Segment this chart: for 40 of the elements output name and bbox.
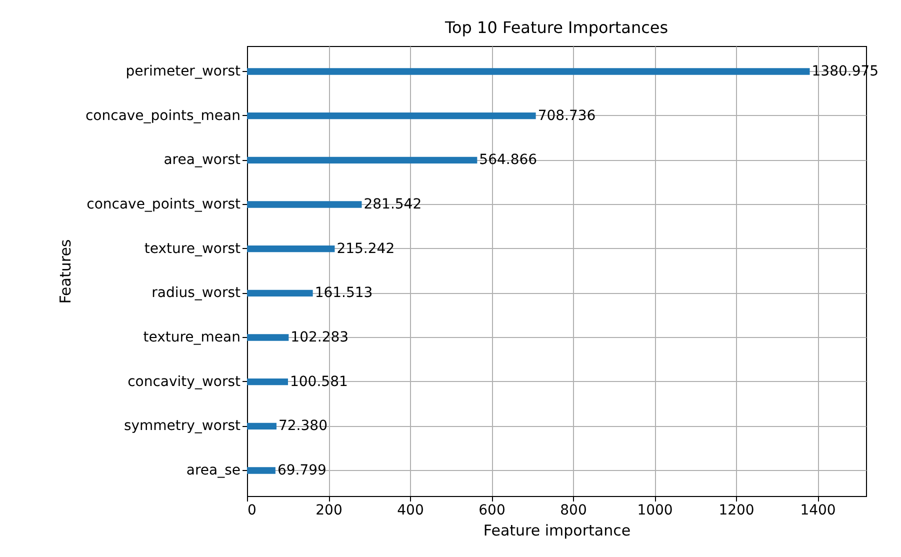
y-tick-label: symmetry_worst	[124, 418, 241, 434]
bar	[247, 246, 335, 252]
bar	[247, 378, 288, 386]
y-tick-label: concave_points_mean	[85, 108, 240, 124]
data-label: 564.866	[479, 152, 538, 168]
data-label: 281.542	[364, 196, 422, 212]
bar	[247, 334, 289, 341]
data-label: 69.799	[277, 462, 326, 479]
y-tick-label: area_worst	[164, 152, 242, 168]
bar	[247, 422, 276, 430]
x-tick-label: 1000	[637, 502, 673, 518]
x-tick-label: 1400	[800, 502, 836, 518]
y-tick-label: texture_mean	[143, 330, 240, 346]
y-tick-label: perimeter_worst	[126, 63, 242, 80]
x-tick-label: 1200	[718, 502, 754, 518]
y-tick-label: concave_points_worst	[86, 196, 241, 212]
bar	[247, 68, 810, 75]
y-tick-label: radius_worst	[152, 285, 241, 302]
y-tick-label: area_se	[186, 462, 240, 479]
chart-title: Top 10 Feature Importances	[444, 18, 668, 37]
bar	[247, 201, 362, 208]
x-tick-label: 600	[478, 502, 506, 518]
bar	[247, 112, 536, 120]
x-tick-label: 0	[248, 502, 256, 518]
x-tick-label: 800	[560, 502, 587, 518]
y-tick-label: texture_worst	[144, 240, 242, 257]
data-label: 100.581	[290, 374, 348, 390]
data-label: 102.283	[290, 330, 349, 346]
data-label: 215.242	[336, 240, 395, 257]
y-axis-title: Features	[56, 239, 74, 304]
y-tick-label: concavity_worst	[128, 374, 242, 390]
x-axis-title: Feature importance	[483, 522, 631, 540]
x-tick-label: 400	[397, 502, 424, 518]
data-label: 161.513	[314, 285, 373, 302]
data-label: 72.380	[278, 418, 328, 434]
bar	[247, 290, 313, 296]
bar	[247, 467, 276, 474]
bar	[247, 156, 478, 164]
x-tick-label: 200	[316, 502, 342, 518]
data-label: 708.736	[538, 108, 596, 124]
